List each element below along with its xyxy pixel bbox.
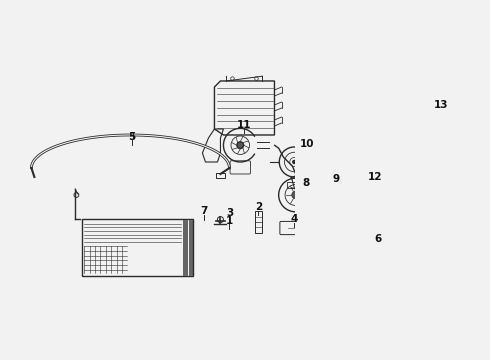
Circle shape: [237, 142, 244, 149]
Text: 3: 3: [226, 208, 233, 218]
Bar: [216, 173, 224, 177]
Text: 12: 12: [368, 172, 383, 182]
Text: 8: 8: [303, 178, 310, 188]
Bar: [311, 186, 324, 203]
Text: 11: 11: [237, 120, 252, 130]
Text: 13: 13: [434, 100, 448, 110]
Text: 1: 1: [226, 216, 233, 226]
Circle shape: [292, 191, 299, 199]
Text: 9: 9: [333, 174, 340, 184]
Text: 7: 7: [200, 206, 208, 216]
Text: 6: 6: [375, 234, 382, 244]
Text: 2: 2: [255, 202, 262, 212]
Bar: [287, 182, 295, 188]
Bar: [362, 183, 410, 237]
Text: 4: 4: [291, 214, 298, 224]
Text: 5: 5: [128, 132, 136, 142]
Bar: [255, 211, 262, 233]
Circle shape: [293, 161, 296, 163]
Text: 10: 10: [300, 139, 315, 149]
